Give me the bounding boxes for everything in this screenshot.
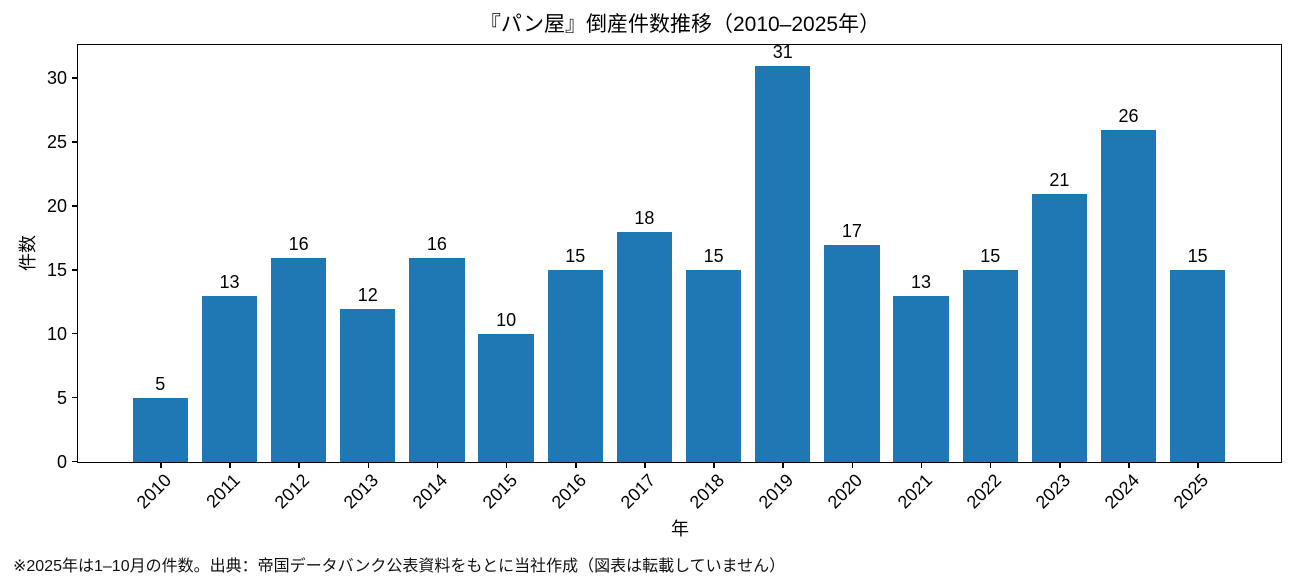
bar-2023 (1031, 193, 1088, 462)
bar-2019 (755, 65, 811, 462)
bar-2010 (132, 398, 188, 462)
x-tick-label: 2011 (202, 470, 245, 512)
x-tick-mark (1059, 463, 1061, 468)
x-tick-label: 2020 (824, 470, 867, 513)
y-tick-mark (72, 77, 77, 79)
bar-value-label: 15 (1187, 246, 1208, 267)
bar-2024 (1100, 129, 1157, 462)
x-tick-mark (989, 463, 992, 468)
x-tick-label: 2017 (616, 470, 660, 513)
y-tick-mark (72, 460, 77, 463)
bar-value-label: 5 (155, 374, 166, 395)
x-tick-label: 2023 (1031, 470, 1075, 513)
x-tick-mark (851, 463, 854, 468)
bar-value-label: 12 (357, 284, 378, 305)
bar-2013 (340, 308, 396, 462)
bar-value-label: 31 (772, 41, 793, 62)
x-tick-label: 2022 (962, 470, 1005, 513)
x-tick-mark (436, 463, 439, 468)
x-tick-label: 2025 (1169, 470, 1213, 513)
y-tick-mark (72, 205, 77, 207)
x-tick-mark (575, 463, 577, 468)
bar-value-label: 13 (911, 271, 932, 292)
bar-2020 (824, 244, 880, 462)
bar-value-label: 15 (980, 246, 1001, 267)
footnote: ※2025年は1–10月の件数。出典：帝国データバンク公表資料をもとに当社作成（… (13, 558, 786, 575)
bar-value-label: 26 (1118, 105, 1139, 126)
x-tick-label: 2014 (409, 470, 452, 513)
x-tick-label: 2016 (547, 470, 590, 513)
bar-2018 (685, 270, 742, 462)
plot-area: 5 13 16 12 16 10 15 18 15 31 17 13 15 21 26 15 (77, 41, 1282, 463)
x-tick-mark (160, 463, 162, 468)
bar-2011 (201, 295, 258, 462)
y-tick-label: 30 (46, 68, 67, 89)
x-tick-label: 2021 (893, 470, 936, 513)
x-tick-label: 2018 (685, 470, 729, 513)
x-tick-mark (920, 463, 923, 468)
y-tick-mark (72, 396, 77, 399)
x-tick-mark (298, 463, 300, 468)
y-tick-label: 15 (46, 259, 67, 280)
y-tick-label: 10 (46, 323, 67, 344)
x-tick-label: 2019 (754, 470, 798, 513)
x-tick-label: 2012 (270, 470, 314, 513)
x-tick-label: 2024 (1100, 470, 1144, 513)
x-axis-label: 年 (671, 519, 689, 539)
y-tick-mark (72, 332, 77, 335)
bar-2021 (893, 295, 949, 462)
bar-value-label: 15 (703, 246, 724, 267)
bar-2012 (270, 257, 327, 462)
bar-value-label: 15 (565, 246, 586, 267)
x-tick-label: 2010 (132, 470, 175, 513)
bar-value-label: 16 (426, 233, 447, 254)
x-tick-mark (713, 463, 715, 468)
y-tick-label: 20 (46, 195, 67, 216)
x-tick-mark (229, 463, 231, 468)
bar-value-label: 16 (288, 233, 309, 254)
bar-2017 (616, 231, 673, 462)
x-tick-mark (1128, 463, 1130, 468)
x-tick-mark (782, 463, 784, 468)
y-tick-mark (72, 141, 77, 143)
y-tick-mark (72, 269, 77, 271)
bar-2014 (409, 257, 465, 462)
y-tick-label: 25 (46, 131, 67, 152)
bar-value-label: 17 (841, 220, 862, 241)
y-tick-label: 5 (56, 387, 67, 408)
bar-value-label: 18 (634, 207, 655, 228)
bar-2016 (547, 270, 603, 462)
bar-value-label: 10 (496, 310, 517, 331)
x-tick-mark (367, 463, 370, 468)
x-tick-label: 2013 (339, 470, 383, 513)
x-tick-mark (644, 463, 646, 468)
bar-2022 (962, 270, 1018, 462)
bar-value-label: 13 (219, 271, 240, 292)
bar-2025 (1170, 270, 1226, 462)
x-tick-mark (505, 463, 508, 468)
bar-value-label: 21 (1049, 169, 1070, 190)
x-tick-mark (1197, 463, 1199, 468)
x-tick-label: 2015 (478, 470, 521, 513)
chart-title: 『パン屋』倒産件数推移（2010–2025年） (479, 13, 881, 36)
y-tick-label: 0 (56, 451, 67, 472)
bar-2015 (478, 334, 534, 462)
